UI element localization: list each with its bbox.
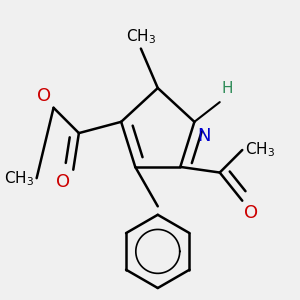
Text: H: H <box>221 82 232 97</box>
Text: O: O <box>244 203 258 221</box>
Text: O: O <box>37 87 51 105</box>
Text: CH$_3$: CH$_3$ <box>245 141 275 159</box>
Text: N: N <box>197 128 211 146</box>
Text: O: O <box>56 172 70 190</box>
Text: CH$_3$: CH$_3$ <box>126 27 156 46</box>
Text: CH$_3$: CH$_3$ <box>4 169 34 188</box>
